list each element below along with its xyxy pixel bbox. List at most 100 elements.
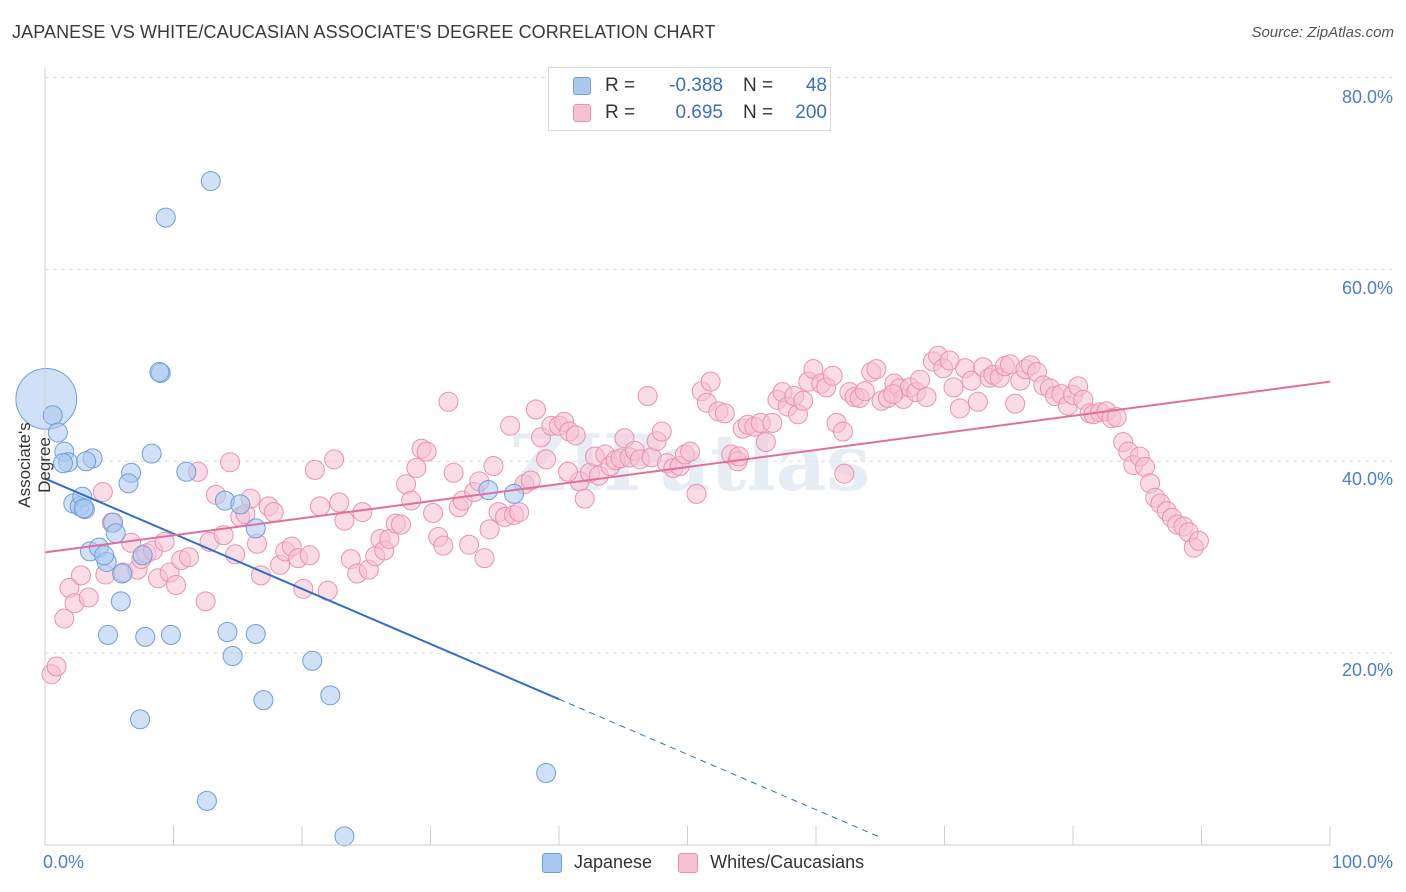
white-caucasian-point [762, 412, 783, 433]
x-tick-label-100: 100.0% [1331, 852, 1393, 872]
japanese-point [320, 685, 341, 706]
legend-item-japanese: Japanese [542, 852, 652, 873]
white-caucasian-point [793, 390, 814, 411]
legend-r-label: R = [605, 75, 636, 96]
white-caucasian-point [854, 381, 875, 402]
white-caucasian-point [423, 503, 444, 524]
japanese-point [230, 494, 251, 515]
white-caucasian-point [70, 565, 91, 586]
japanese-point [52, 453, 73, 474]
series-legend: Japanese Whites/Caucasians [542, 852, 890, 873]
white-legend-swatch [678, 852, 699, 873]
white-caucasian-point [565, 425, 586, 446]
white-caucasian-point [574, 488, 595, 509]
y-tick-label-40: 40.0% [1341, 469, 1393, 489]
legend-row-white: R = 0.695 N = 200 [573, 101, 827, 125]
japanese-point [112, 563, 133, 584]
japanese-point [253, 690, 274, 711]
japanese-trend-extension [558, 698, 881, 838]
legend-r-value: -0.388 [669, 75, 723, 96]
y-tick-label-80: 80.0% [1341, 87, 1393, 107]
legend-n-label: N = [743, 75, 774, 96]
white-caucasian-point [459, 534, 480, 555]
white-caucasian-point [324, 449, 345, 470]
white-caucasian-points [41, 345, 1209, 685]
white-caucasian-point [728, 446, 749, 467]
x-tick-label-0: 0.0% [43, 852, 85, 872]
white-caucasian-trend-line [44, 380, 1331, 554]
japanese-point [130, 709, 151, 730]
japanese-point [478, 480, 499, 501]
white-caucasian-point [525, 399, 546, 420]
grid [45, 77, 1392, 654]
japanese-point [196, 790, 217, 811]
white-caucasian-point [949, 398, 970, 419]
japanese-point [105, 523, 126, 544]
y-axis-title: Associate's Degree [15, 422, 54, 508]
white-caucasian-point [910, 369, 931, 390]
source-label: Source: ZipAtlas.com [1251, 24, 1394, 41]
white-caucasian-point [483, 456, 504, 477]
white-caucasian-point [680, 441, 701, 462]
japanese-point [245, 623, 266, 644]
japanese-point [149, 362, 170, 383]
japanese-point [135, 626, 156, 647]
white-caucasian-point [943, 377, 964, 398]
legend-row-japanese: R = -0.388 N = 48 [573, 74, 827, 98]
axes [44, 68, 1331, 846]
legend-r-value: 0.695 [675, 102, 723, 123]
white-caucasian-point [700, 371, 721, 392]
white-swatch [573, 104, 591, 122]
white-caucasian-point [822, 365, 843, 386]
white-caucasian-point [714, 403, 735, 424]
japanese-point [200, 171, 221, 192]
white-caucasian-point [92, 481, 113, 502]
japanese-point [245, 518, 266, 539]
white-caucasian-point [406, 457, 427, 478]
japanese-point [97, 624, 118, 645]
legend-n-label: N = [743, 102, 774, 123]
white-caucasian-point [443, 462, 464, 483]
japanese-point [155, 207, 176, 228]
trend-lines [44, 380, 1331, 838]
white-caucasian-point [967, 391, 988, 412]
white-caucasian-point [334, 510, 355, 531]
legend-label-white: Whites/Caucasians [710, 852, 865, 872]
japanese-point [302, 650, 323, 671]
japanese-point [141, 443, 162, 464]
white-caucasian-point [46, 656, 67, 677]
white-caucasian-point [213, 525, 234, 546]
japanese-point [217, 622, 238, 643]
white-caucasian-point [1106, 407, 1127, 428]
white-caucasian-point [866, 359, 887, 380]
white-caucasian-point [916, 386, 937, 407]
legend-r-label: R = [605, 102, 636, 123]
white-caucasian-point [509, 502, 530, 523]
japanese-point [110, 591, 131, 612]
japanese-point [73, 498, 94, 519]
white-caucasian-point [309, 496, 330, 517]
japanese-point [334, 826, 355, 847]
white-caucasian-point [433, 535, 454, 556]
japanese-point [176, 461, 197, 482]
white-caucasian-point [832, 421, 853, 442]
white-caucasian-point [1005, 393, 1026, 414]
legend-n-value: 48 [805, 75, 827, 96]
japanese-legend-swatch [542, 852, 562, 873]
japanese-point [504, 483, 525, 504]
white-caucasian-point [755, 432, 776, 453]
white-caucasian-point [1188, 530, 1209, 551]
white-caucasian-point [500, 415, 521, 436]
white-caucasian-point [883, 384, 904, 405]
legend-label-japanese: Japanese [574, 852, 653, 872]
white-caucasian-point [54, 608, 75, 629]
white-caucasian-point [557, 461, 578, 482]
white-caucasian-point [474, 548, 495, 569]
white-caucasian-point [416, 441, 437, 462]
white-caucasian-point [479, 519, 500, 540]
japanese-swatch [573, 77, 591, 95]
white-caucasian-point [78, 587, 99, 608]
correlation-legend: R = -0.388 N = 48 R = 0.695 N = 200 [548, 67, 831, 131]
legend-item-white: Whites/Caucasians [678, 852, 864, 873]
